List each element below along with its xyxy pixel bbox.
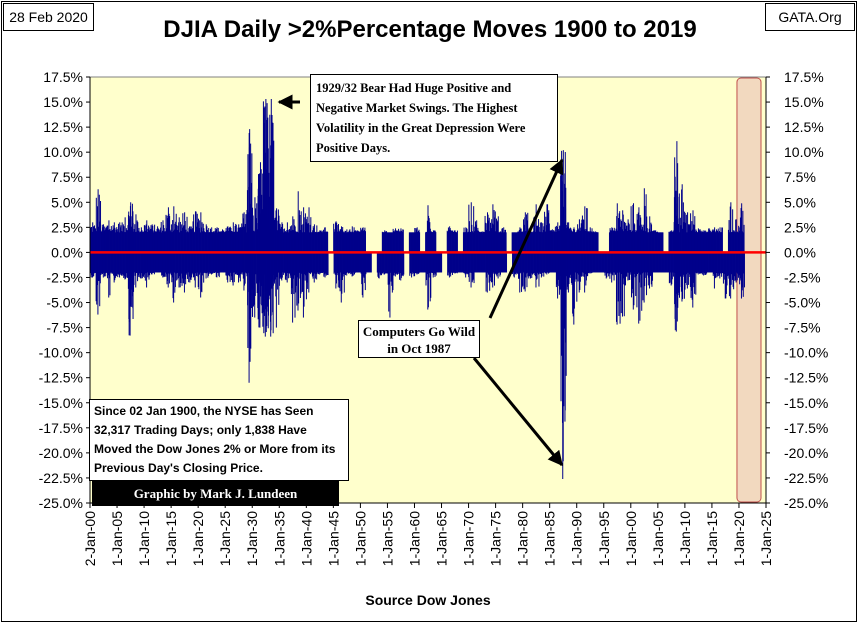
y-tick-label-right: -7.5% [784,320,821,336]
y-tick-label-right: -10.0% [784,345,828,361]
y-tick-label-left: 15.0% [43,94,83,110]
x-tick-label: 1-Jan-80 [515,511,531,566]
y-axis-left: 17.5% 15.0% 12.5% 10.0% 7.5% 5.0% 2.5% 0.0% -2.5… [39,69,91,511]
x-tick-label: 1-Jan-75 [488,511,504,566]
chart-title: DJIA Daily >2%Percentage Moves 1900 to 2… [163,16,697,43]
y-tick-label-left: -22.5% [39,470,83,486]
y-tick-label-left: -12.5% [39,370,83,386]
y-axis-right: 17.5% 15.0% 12.5% 10.0% 7.5% 5.0% 2.5% 0.0% -2.5… [765,69,828,511]
y-tick-label-right: -22.5% [784,470,828,486]
summary-note: Since 02 Jan 1900, the NYSE has Seen 32,… [89,399,349,481]
y-tick-label-left: 17.5% [43,69,83,85]
x-tick-label: 1-Jan-10 [136,511,152,566]
x-tick-label: 1-Jan-25 [217,511,233,566]
y-tick-label-left: -15.0% [39,395,83,411]
y-tick-label-left: -2.5% [46,269,83,285]
x-tick-label: 1-Jan-05 [109,511,125,566]
x-tick-label: 1-Jan-15 [163,511,179,566]
y-tick-label-left: -5.0% [46,295,83,311]
bars-layer [89,99,745,479]
x-tick-label: 1-Jan-40 [298,511,314,566]
y-tick-label-right: 17.5% [784,69,824,85]
arrow-to-1987-down [472,357,564,467]
y-tick-label-left: -20.0% [39,445,83,461]
x-tick-label: 1-Jan-15 [704,511,720,566]
y-tick-label-left: 2.5% [51,219,83,235]
x-tick-label: 1-Jan-50 [352,511,368,566]
highlight-band [736,77,762,503]
y-tick-label-left: -7.5% [46,320,83,336]
y-tick-label-left: -25.0% [39,495,83,511]
y-tick-label-right: -5.0% [784,295,821,311]
highlight-band-layer [736,77,762,503]
date-label: 28 Feb 2020 [3,3,94,31]
y-tick-label-left: 10.0% [43,144,83,160]
x-tick-label: 1-Jan-35 [271,511,287,566]
x-tick-label: 1-Jan-05 [650,511,666,566]
y-tick-label-right: 15.0% [784,94,824,110]
x-tick-label: 1-Jan-85 [542,511,558,566]
y-tick-label-left: 7.5% [51,169,83,185]
x-tick-label: 1-Jan-70 [461,511,477,566]
bear-market-note: 1929/32 Bear Had Huge Positive and Negat… [310,74,558,162]
x-tick-label: 1-Jan-45 [325,511,341,566]
x-axis-title: Source Dow Jones [365,592,491,608]
credit-label: Graphic by Mark J. Lundeen [92,481,339,506]
y-tick-label-right: -20.0% [784,445,828,461]
y-tick-label-left: -10.0% [39,345,83,361]
source-label: GATA.Org [765,3,855,31]
x-tick-label: 1-Jan-95 [596,511,612,566]
y-tick-label-right: 0.0% [784,244,816,260]
y-tick-label-right: 12.5% [784,119,824,135]
x-tick-label: 1-Jan-25 [758,511,774,566]
y-tick-label-right: -25.0% [784,495,828,511]
y-tick-label-left: 0.0% [51,244,83,260]
x-tick-label: 1-Jan-00 [623,511,639,566]
y-tick-label-left: -17.5% [39,420,83,436]
x-tick-label: 1-Jan-10 [677,511,693,566]
x-tick-label: 1-Jan-60 [406,511,422,566]
y-tick-label-right: -2.5% [784,269,821,285]
y-tick-label-left: 12.5% [43,119,83,135]
x-tick-label: 1-Jan-20 [190,511,206,566]
x-axis: 2-Jan-00 1-Jan-05 1-Jan-10 1-Jan-15 1-Jan-20… [82,502,774,566]
x-tick-label: 1-Jan-55 [379,511,395,566]
y-tick-label-right: 5.0% [784,194,816,210]
computers-note: Computers Go Wild in Oct 1987 [358,320,480,358]
x-tick-label: 1-Jan-65 [434,511,450,566]
y-tick-label-right: -12.5% [784,370,828,386]
y-tick-label-right: 2.5% [784,219,816,235]
x-tick-label: 1-Jan-20 [731,511,747,566]
y-tick-label-right: -15.0% [784,395,828,411]
arrow-to-1987-up [488,158,564,319]
annotation-arrows [277,94,564,467]
x-tick-label: 2-Jan-00 [82,511,98,566]
x-tick-label: 1-Jan-30 [244,511,260,566]
y-tick-label-right: 7.5% [784,169,816,185]
y-tick-label-right: 10.0% [784,144,824,160]
x-tick-label: 1-Jan-90 [569,511,585,566]
y-tick-label-right: -17.5% [784,420,828,436]
y-tick-label-left: 5.0% [51,194,83,210]
